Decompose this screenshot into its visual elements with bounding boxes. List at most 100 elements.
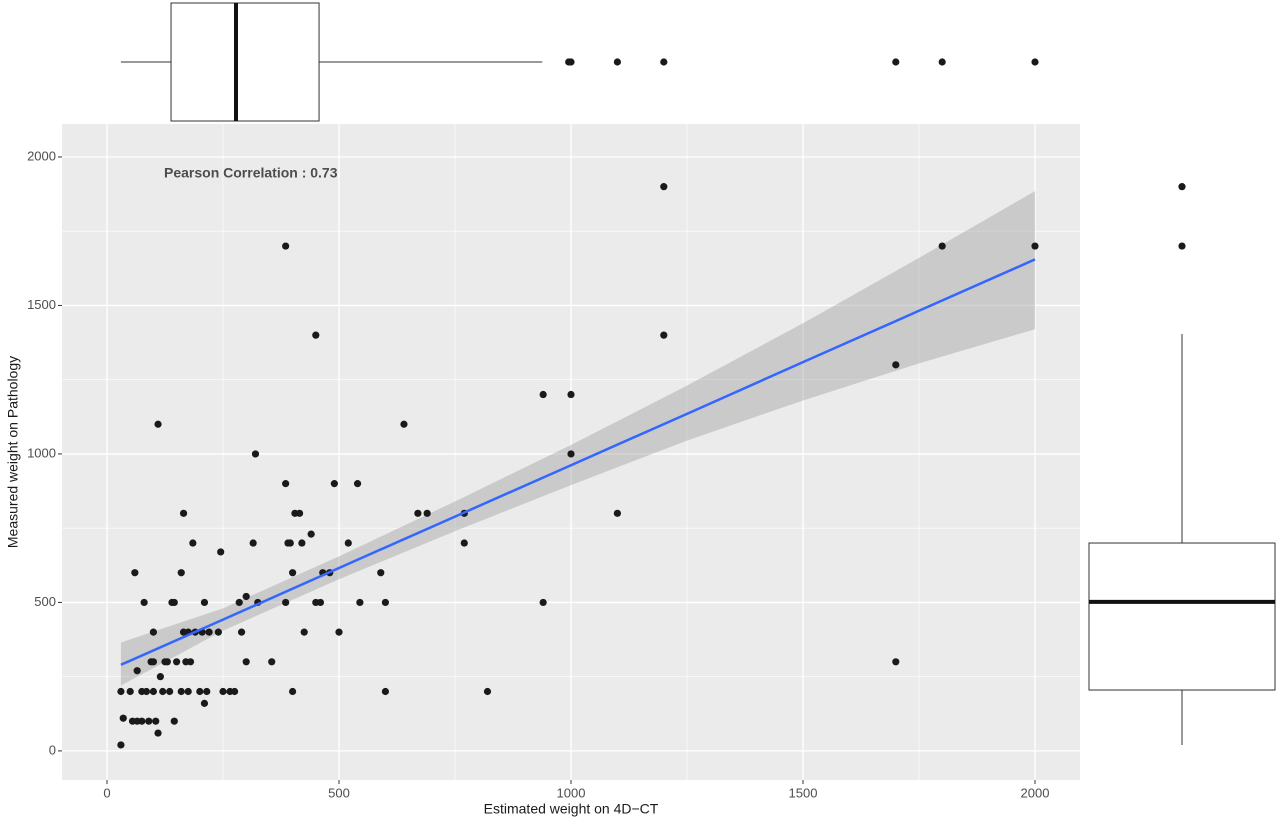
point — [126, 687, 134, 696]
point — [312, 331, 320, 339]
point — [138, 717, 146, 725]
outlier — [613, 58, 621, 66]
point — [268, 658, 276, 666]
point — [892, 658, 900, 666]
point — [353, 480, 362, 488]
point — [242, 592, 250, 601]
point — [205, 628, 213, 636]
x-tick-label: 1000 — [557, 785, 586, 800]
point — [140, 598, 148, 607]
x-tick-label: 0 — [103, 785, 110, 800]
point — [163, 658, 171, 666]
point — [170, 598, 178, 607]
point — [414, 509, 422, 517]
point — [179, 509, 188, 517]
point — [613, 509, 621, 517]
y-axis-label: Measured weight on Pathology — [5, 356, 21, 548]
point — [200, 699, 209, 707]
point — [200, 598, 209, 607]
point — [170, 717, 178, 725]
point — [145, 717, 153, 725]
point — [423, 509, 431, 517]
point — [1031, 242, 1039, 250]
point — [660, 183, 668, 191]
point — [149, 658, 158, 666]
point — [289, 569, 297, 577]
point — [242, 658, 250, 666]
point — [154, 729, 162, 737]
point — [282, 242, 290, 250]
y-tick-label: 2000 — [27, 148, 56, 163]
point — [330, 480, 338, 488]
point — [286, 539, 294, 547]
point — [335, 628, 343, 636]
fit-line — [120, 258, 1036, 666]
point — [217, 548, 225, 556]
point — [154, 420, 162, 428]
y-tick-label: 500 — [34, 594, 56, 609]
outlier — [1178, 183, 1186, 191]
outlier — [938, 58, 946, 66]
outlier — [892, 58, 900, 66]
point — [483, 687, 492, 696]
point — [203, 687, 211, 696]
x-axis-label: Estimated weight on 4D−CT — [484, 801, 659, 817]
y-tick-label: 1500 — [27, 297, 56, 312]
point — [251, 450, 260, 458]
point — [660, 331, 668, 339]
point — [149, 687, 158, 696]
point — [159, 687, 167, 696]
x-tick-label: 500 — [328, 785, 350, 800]
point — [567, 390, 575, 399]
point — [289, 687, 297, 696]
point — [177, 687, 185, 696]
point — [184, 687, 192, 696]
point — [235, 598, 243, 607]
outlier — [567, 58, 575, 66]
point — [189, 539, 197, 547]
annotation: Pearson Correlation : 0.73 — [164, 165, 338, 181]
point — [892, 361, 900, 369]
point — [381, 598, 390, 607]
point — [400, 420, 408, 428]
point — [196, 687, 204, 696]
point — [295, 509, 304, 517]
y-tick-label: 0 — [49, 742, 56, 757]
confidence-band — [120, 191, 1035, 686]
outlier — [1178, 242, 1186, 250]
point — [298, 539, 306, 547]
point — [282, 598, 290, 607]
point — [117, 741, 125, 749]
box — [170, 2, 320, 122]
box — [1088, 542, 1276, 691]
point — [173, 658, 181, 666]
point — [166, 687, 174, 696]
point — [142, 687, 151, 696]
point — [117, 687, 125, 696]
point — [344, 539, 352, 547]
outlier — [1031, 58, 1039, 66]
point — [282, 480, 290, 488]
point — [152, 717, 160, 725]
point — [356, 598, 364, 607]
y-tick-label: 1000 — [27, 445, 56, 460]
point — [119, 714, 127, 722]
point — [249, 539, 257, 547]
point — [567, 450, 575, 458]
point — [149, 628, 158, 636]
x-tick-label: 2000 — [1021, 785, 1050, 800]
point — [300, 628, 308, 636]
point — [214, 628, 222, 636]
x-tick-label: 1500 — [789, 785, 818, 800]
point — [539, 390, 547, 399]
point — [460, 539, 468, 547]
point — [156, 673, 164, 681]
point — [219, 687, 227, 696]
point — [938, 242, 946, 250]
outlier — [660, 58, 668, 66]
point — [177, 569, 185, 577]
point — [131, 569, 139, 577]
point — [133, 667, 141, 675]
point — [316, 598, 325, 607]
